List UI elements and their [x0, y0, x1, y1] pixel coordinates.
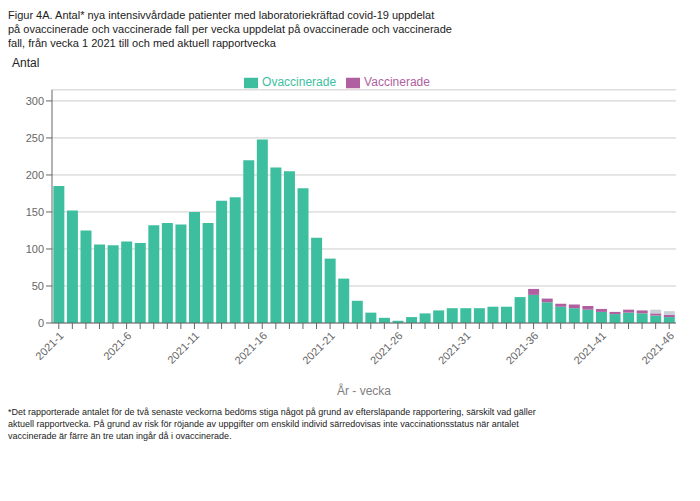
- html-text:aktuell rapportvecka. På grund: aktuell rapportvecka. På grund av risk f…: [8, 419, 519, 429]
- svg-text:2021-11: 2021-11: [165, 329, 201, 365]
- svg-text:50: 50: [32, 280, 44, 292]
- svg-text:2021-21: 2021-21: [300, 329, 337, 366]
- svg-text:2021-6: 2021-6: [101, 329, 134, 362]
- svg-text:År - vecka: År - vecka: [337, 383, 391, 398]
- html-text:Figur 4A. Antal* nya intensivv: Figur 4A. Antal* nya intensivvårdade pat…: [8, 9, 435, 21]
- svg-text:150: 150: [26, 206, 44, 218]
- html-text:fall, från vecka 1 2021 till o: fall, från vecka 1 2021 till och med akt…: [8, 37, 276, 49]
- svg-text:2021-41: 2021-41: [571, 329, 608, 366]
- svg-text:0: 0: [38, 317, 44, 329]
- svg-text:2021-26: 2021-26: [368, 329, 405, 366]
- svg-text:2021-16: 2021-16: [232, 329, 269, 366]
- svg-text:200: 200: [26, 169, 44, 181]
- html-text:Antal: Antal: [12, 56, 40, 70]
- svg-text:2021-36: 2021-36: [503, 329, 540, 366]
- html-text:på ovaccinerade och vaccinerad: på ovaccinerade och vaccinerade fall per…: [8, 23, 452, 35]
- html-text:vaccinerade är färre än tre ut: vaccinerade är färre än tre utan ingår d…: [8, 431, 232, 441]
- svg-text:250: 250: [26, 132, 44, 144]
- svg-text:2021-1: 2021-1: [33, 329, 66, 362]
- svg-text:2021-31: 2021-31: [436, 329, 473, 366]
- svg-text:2021-46: 2021-46: [639, 329, 676, 366]
- html-text:Ovaccinerade: Ovaccinerade: [262, 75, 337, 89]
- svg-text:100: 100: [26, 243, 44, 255]
- html-text:*Det rapporterade antalet för: *Det rapporterade antalet för de två sen…: [8, 407, 536, 417]
- html-text:Vaccinerade: Vaccinerade: [364, 75, 430, 89]
- svg-text:300: 300: [26, 95, 44, 107]
